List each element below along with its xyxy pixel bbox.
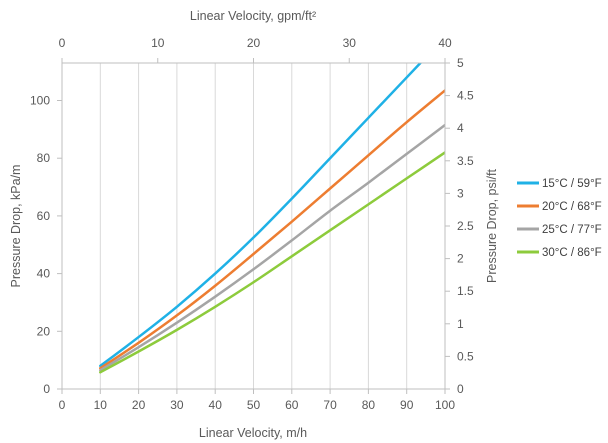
y-left-tick-label: 100 <box>30 94 50 108</box>
y-left-tick-label: 60 <box>37 209 51 223</box>
legend: 15°C / 59°F 20°C / 68°F 25°C / 77°F 30°C / … <box>517 178 602 259</box>
y-right-tick-label: 5 <box>457 56 464 70</box>
legend-label-3: 30°C / 86°F <box>542 247 602 259</box>
x-top-tick-label: 0 <box>59 36 66 50</box>
x-bottom-tick-label: 100 <box>435 398 455 412</box>
y-left-tick-label: 0 <box>43 382 50 396</box>
legend-label-1: 20°C / 68°F <box>542 201 602 213</box>
y-left-tick-label: 20 <box>37 324 51 338</box>
y-right-axis-title: Pressure Drop, psi/ft <box>485 169 499 283</box>
x-top-tick-label: 40 <box>438 36 452 50</box>
series-lines <box>99 63 445 374</box>
y-left-ticks: 0 20 40 60 80 100 <box>30 94 50 396</box>
series-line-0 <box>99 63 423 368</box>
x-bottom-tick-label: 20 <box>132 398 146 412</box>
x-bottom-tick-label: 10 <box>94 398 108 412</box>
y-left-tick-label: 40 <box>37 267 51 281</box>
x-bottom-tick-label: 90 <box>400 398 414 412</box>
y-right-tick-label: 1 <box>457 317 464 331</box>
series-line-1 <box>99 89 445 370</box>
series-line-2 <box>99 123 445 372</box>
y-right-tick-label: 1.5 <box>457 284 474 298</box>
y-right-tick-label: 0.5 <box>457 349 474 363</box>
y-left-axis-title: Pressure Drop, kPa/m <box>9 165 23 288</box>
x-bottom-tick-label: 40 <box>209 398 223 412</box>
y-right-tick-label: 4 <box>457 121 464 135</box>
y-right-tick-label: 2.5 <box>457 219 474 233</box>
y-right-ticks: 0 0.5 1 1.5 2 2.5 3 3.5 4 4.5 5 <box>457 56 474 396</box>
legend-label-0: 15°C / 59°F <box>542 178 602 190</box>
y-left-tick-label: 80 <box>37 151 51 165</box>
legend-label-2: 25°C / 77°F <box>542 224 602 236</box>
x-top-tick-label: 30 <box>343 36 357 50</box>
x-bottom-tick-label: 60 <box>285 398 299 412</box>
x-top-tick-label: 10 <box>151 36 165 50</box>
y-right-tick-label: 3.5 <box>457 154 474 168</box>
y-right-tick-label: 2 <box>457 252 464 266</box>
x-bottom-ticks: 0 10 20 30 40 50 60 70 80 90 100 <box>59 398 456 412</box>
x-bottom-axis-title: Linear Velocity, m/h <box>199 426 307 440</box>
axes <box>57 58 450 394</box>
x-bottom-tick-label: 70 <box>323 398 337 412</box>
grid <box>99 63 408 389</box>
series-line-3 <box>99 151 445 374</box>
x-top-ticks: 0 10 20 30 40 <box>59 36 452 50</box>
y-right-tick-label: 4.5 <box>457 89 474 103</box>
x-bottom-tick-label: 0 <box>59 398 66 412</box>
x-top-axis-title: Linear Velocity, gpm/ft² <box>190 9 316 23</box>
x-bottom-tick-label: 50 <box>247 398 261 412</box>
x-bottom-tick-label: 80 <box>362 398 376 412</box>
y-right-tick-label: 3 <box>457 186 464 200</box>
y-right-tick-label: 0 <box>457 382 464 396</box>
x-top-tick-label: 20 <box>247 36 261 50</box>
x-bottom-tick-label: 30 <box>170 398 184 412</box>
